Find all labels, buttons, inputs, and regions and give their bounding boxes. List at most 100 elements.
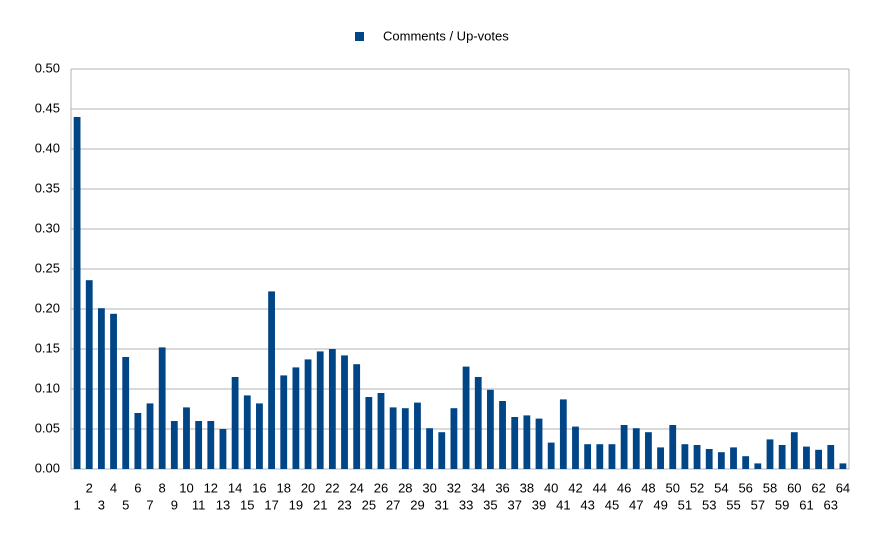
bar xyxy=(426,428,434,469)
bar xyxy=(438,432,446,469)
bar xyxy=(523,415,531,469)
x-tick-label: 44 xyxy=(593,480,607,495)
bar xyxy=(146,403,154,469)
bar xyxy=(243,395,251,469)
x-tick-label: 8 xyxy=(159,480,166,495)
bar xyxy=(389,407,397,469)
bar xyxy=(693,445,701,469)
x-tick-label: 11 xyxy=(192,497,206,512)
y-tick-label: 0.10 xyxy=(35,380,60,395)
x-tick-label: 58 xyxy=(763,480,777,495)
bar xyxy=(304,359,312,469)
x-tick-label: 3 xyxy=(98,497,105,512)
bar xyxy=(462,366,470,469)
bar xyxy=(766,439,774,469)
bar xyxy=(280,375,288,469)
x-tick-label: 9 xyxy=(171,497,178,512)
bar xyxy=(195,421,203,469)
x-tick-label: 12 xyxy=(204,480,218,495)
bar xyxy=(73,117,81,469)
legend-label: Comments / Up-votes xyxy=(383,28,509,43)
x-tick-label: 33 xyxy=(459,497,473,512)
bar xyxy=(608,444,616,469)
x-tick-label: 52 xyxy=(690,480,704,495)
legend-swatch xyxy=(355,32,364,41)
y-tick-label: 0.25 xyxy=(35,260,60,275)
x-tick-label: 50 xyxy=(666,480,680,495)
x-tick-label: 22 xyxy=(325,480,339,495)
bar xyxy=(584,444,592,469)
bar xyxy=(365,397,373,469)
bar xyxy=(316,351,324,469)
x-tick-label: 45 xyxy=(605,497,619,512)
x-tick-label: 39 xyxy=(532,497,546,512)
bar xyxy=(183,407,190,469)
x-tick-label: 35 xyxy=(483,497,497,512)
x-tick-label: 5 xyxy=(122,497,129,512)
bar xyxy=(219,429,227,469)
bar xyxy=(401,408,409,469)
x-tick-label: 17 xyxy=(264,497,278,512)
bar xyxy=(377,393,385,469)
y-tick-label: 0.15 xyxy=(35,340,60,355)
x-tick-label: 59 xyxy=(775,497,789,512)
x-tick-label: 26 xyxy=(374,480,388,495)
bar xyxy=(730,447,737,469)
bar xyxy=(742,456,750,469)
bar xyxy=(158,347,166,469)
bar xyxy=(535,418,543,469)
bar xyxy=(486,389,494,469)
x-tick-label: 25 xyxy=(362,497,376,512)
bar xyxy=(632,428,640,469)
x-tick-label: 36 xyxy=(495,480,509,495)
x-tick-label: 4 xyxy=(110,480,117,495)
bar xyxy=(620,425,628,469)
bar xyxy=(681,444,689,469)
x-tick-label: 42 xyxy=(568,480,582,495)
x-tick-label: 27 xyxy=(386,497,400,512)
bar xyxy=(827,445,835,469)
x-tick-label: 57 xyxy=(751,497,765,512)
bar xyxy=(669,425,677,469)
y-tick-label: 0.30 xyxy=(35,220,60,235)
bar xyxy=(414,402,421,469)
y-tick-label: 0.35 xyxy=(35,180,60,195)
x-tick-label: 64 xyxy=(836,480,850,495)
x-tick-label: 15 xyxy=(240,497,254,512)
x-tick-label: 14 xyxy=(228,480,242,495)
y-tick-label: 0.45 xyxy=(35,100,60,115)
y-tick-label: 0.00 xyxy=(35,460,60,475)
x-tick-label: 48 xyxy=(641,480,655,495)
bar xyxy=(231,377,239,469)
y-tick-label: 0.20 xyxy=(35,300,60,315)
x-tick-label: 16 xyxy=(252,480,266,495)
y-tick-label: 0.05 xyxy=(35,420,60,435)
x-tick-label: 63 xyxy=(824,497,838,512)
bar xyxy=(572,426,579,469)
bar xyxy=(207,421,215,469)
y-tick-label: 0.40 xyxy=(35,140,60,155)
x-tick-label: 23 xyxy=(337,497,351,512)
x-tick-label: 18 xyxy=(277,480,291,495)
x-tick-label: 21 xyxy=(313,497,327,512)
x-tick-label: 47 xyxy=(629,497,643,512)
bar xyxy=(754,463,762,469)
x-tick-label: 38 xyxy=(520,480,534,495)
x-tick-label: 2 xyxy=(86,480,93,495)
x-tick-label: 62 xyxy=(811,480,825,495)
x-tick-label: 46 xyxy=(617,480,631,495)
x-tick-label: 60 xyxy=(787,480,801,495)
x-tick-label: 54 xyxy=(714,480,728,495)
x-tick-label: 7 xyxy=(146,497,153,512)
x-tick-label: 6 xyxy=(134,480,141,495)
x-tick-label: 24 xyxy=(349,480,363,495)
x-tick-label: 40 xyxy=(544,480,558,495)
x-tick-label: 49 xyxy=(653,497,667,512)
bar xyxy=(596,444,604,469)
bar xyxy=(256,403,263,469)
bar xyxy=(292,367,300,469)
bar xyxy=(268,291,275,469)
x-tick-label: 32 xyxy=(447,480,461,495)
bar xyxy=(839,463,847,469)
